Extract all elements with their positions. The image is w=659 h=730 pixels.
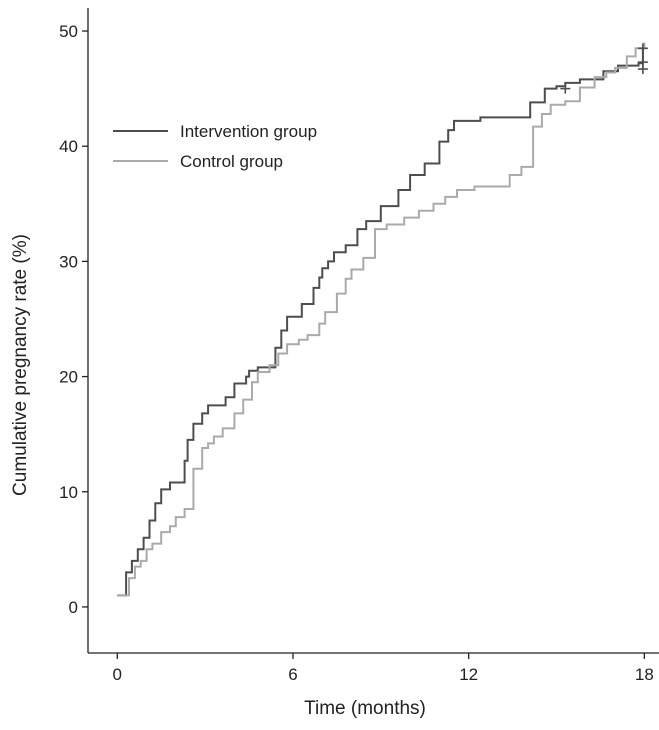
y-tick-label: 40 [59, 137, 78, 156]
y-tick-label: 0 [69, 598, 78, 617]
x-tick-label: 12 [459, 665, 478, 684]
y-tick-label: 50 [59, 22, 78, 41]
x-tick-label: 6 [288, 665, 297, 684]
plot-frame [87, 8, 659, 654]
legend: Intervention group Control group [113, 122, 317, 171]
x-tick-label: 18 [635, 665, 654, 684]
legend-label: Intervention group [180, 122, 317, 141]
series-layer [117, 42, 648, 597]
x-axis-label: Time (months) [304, 698, 426, 719]
legend-label: Control group [180, 152, 283, 171]
y-tick-label: 10 [59, 483, 78, 502]
y-tick-label: 30 [59, 252, 78, 271]
x-tick-label: 0 [113, 665, 122, 684]
x-axis: 0 6 12 18 [113, 653, 654, 684]
control-series-line [117, 42, 646, 597]
intervention-series-line [117, 47, 645, 597]
y-axis: 0 10 20 30 40 50 [59, 22, 88, 617]
y-axis-label: Cumulative pregnancy rate (%) [10, 234, 31, 496]
y-tick-label: 20 [59, 368, 78, 387]
